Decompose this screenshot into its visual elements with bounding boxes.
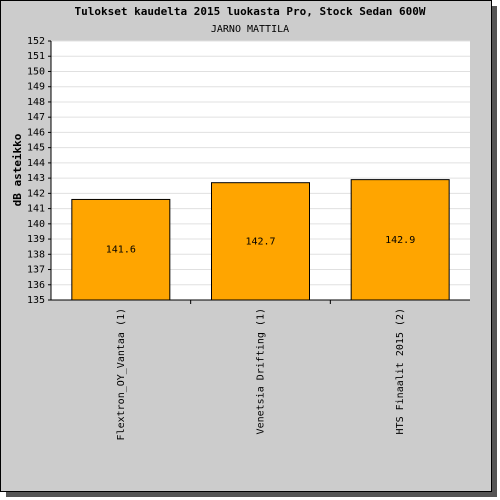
y-tick-label: 151 bbox=[27, 51, 45, 62]
y-tick-label: 141 bbox=[27, 204, 45, 215]
y-tick-label: 135 bbox=[27, 295, 45, 306]
y-tick-label: 139 bbox=[27, 234, 45, 245]
y-tick-label: 145 bbox=[27, 143, 45, 154]
y-tick-label: 140 bbox=[27, 219, 45, 230]
y-tick-label: 148 bbox=[27, 97, 45, 108]
chart-title: Tulokset kaudelta 2015 luokasta Pro, Sto… bbox=[75, 5, 426, 18]
y-axis-label: dB asteikko bbox=[11, 133, 24, 206]
value-label: 142.9 bbox=[385, 235, 415, 246]
bar bbox=[211, 182, 310, 301]
y-tick-label: 150 bbox=[27, 66, 45, 77]
y-tick-label: 142 bbox=[27, 188, 45, 199]
x-tick-label: Flextron_OY_Vantaa (1) bbox=[116, 308, 127, 440]
y-tick-label: 144 bbox=[27, 158, 45, 169]
bar bbox=[71, 198, 171, 301]
y-tick-label: 149 bbox=[27, 82, 45, 93]
chart-subtitle: JARNO MATTILA bbox=[211, 24, 289, 35]
y-tick-label: 136 bbox=[27, 280, 45, 291]
y-tick-label: 147 bbox=[27, 112, 45, 123]
value-label: 142.7 bbox=[245, 236, 275, 247]
y-tick-label: 143 bbox=[27, 173, 45, 184]
y-tick-label: 138 bbox=[27, 249, 45, 260]
y-tick-label: 137 bbox=[27, 265, 45, 276]
y-tick-label: 152 bbox=[27, 36, 45, 47]
x-tick-label: Venetsia Drifting (1) bbox=[256, 308, 267, 434]
y-tick-label: 146 bbox=[27, 127, 45, 138]
bar bbox=[350, 179, 450, 301]
value-label: 141.6 bbox=[106, 245, 136, 256]
x-tick-label: HTS Finaalit 2015 (2) bbox=[395, 308, 406, 434]
